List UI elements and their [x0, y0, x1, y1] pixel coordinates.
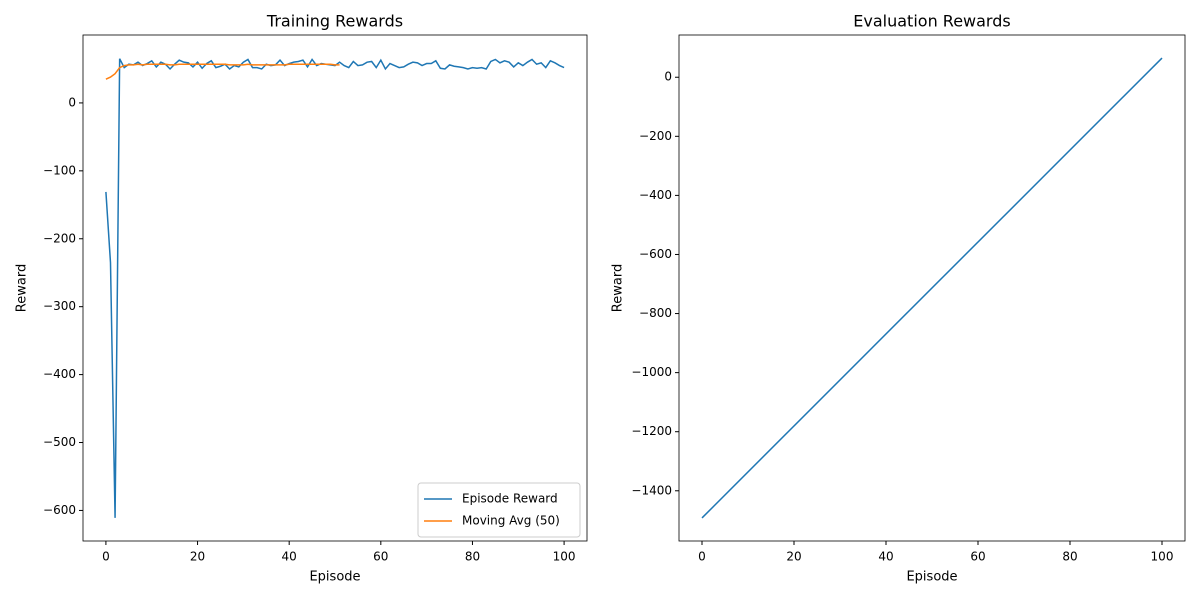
- y-tick-label: −200: [639, 129, 672, 143]
- series-line: [701, 57, 1163, 519]
- chart-title: Training Rewards: [266, 12, 403, 31]
- y-tick-label: −600: [639, 247, 672, 261]
- y-tick-label: −400: [43, 367, 76, 381]
- x-tick-label: 80: [465, 550, 480, 564]
- axes-frame: [82, 34, 588, 542]
- plot-area: [105, 58, 565, 518]
- y-tick-label: −1400: [631, 483, 672, 497]
- chart-title: Evaluation Rewards: [853, 12, 1010, 31]
- x-tick-label: 60: [373, 550, 388, 564]
- series-line: [105, 63, 340, 80]
- y-tick-label: −100: [43, 163, 76, 177]
- axes-frame: [678, 34, 1186, 542]
- x-tick-label: 40: [282, 550, 297, 564]
- y-tick-label: −600: [43, 503, 76, 517]
- x-tick-label: 20: [786, 550, 801, 564]
- y-tick-label: −1200: [631, 424, 672, 438]
- x-tick-label: 60: [970, 550, 985, 564]
- x-tick-label: 80: [1062, 550, 1077, 564]
- plot-area: [701, 57, 1163, 519]
- y-axis-label: Reward: [15, 264, 30, 312]
- x-tick-label: 0: [698, 550, 706, 564]
- x-tick-label: 100: [553, 550, 576, 564]
- y-tick-label: −500: [43, 435, 76, 449]
- legend-box: [417, 482, 581, 538]
- y-tick-label: −200: [43, 231, 76, 245]
- x-tick-label: 20: [190, 550, 205, 564]
- x-tick-label: 40: [878, 550, 893, 564]
- y-tick-label: −400: [639, 188, 672, 202]
- y-tick-label: 0: [664, 70, 672, 84]
- y-axis-label: Reward: [611, 264, 626, 312]
- series-line: [105, 58, 565, 518]
- y-tick-label: 0: [68, 95, 76, 109]
- legend-label: Moving Avg (50): [462, 514, 560, 528]
- x-tick-label: 100: [1151, 550, 1174, 564]
- y-tick-label: −800: [639, 306, 672, 320]
- x-tick-label: 0: [102, 550, 110, 564]
- legend-label: Episode Reward: [462, 492, 558, 506]
- y-tick-label: −1000: [631, 365, 672, 379]
- x-axis-label: Episode: [906, 570, 957, 585]
- y-tick-label: −300: [43, 299, 76, 313]
- x-axis-label: Episode: [309, 570, 360, 585]
